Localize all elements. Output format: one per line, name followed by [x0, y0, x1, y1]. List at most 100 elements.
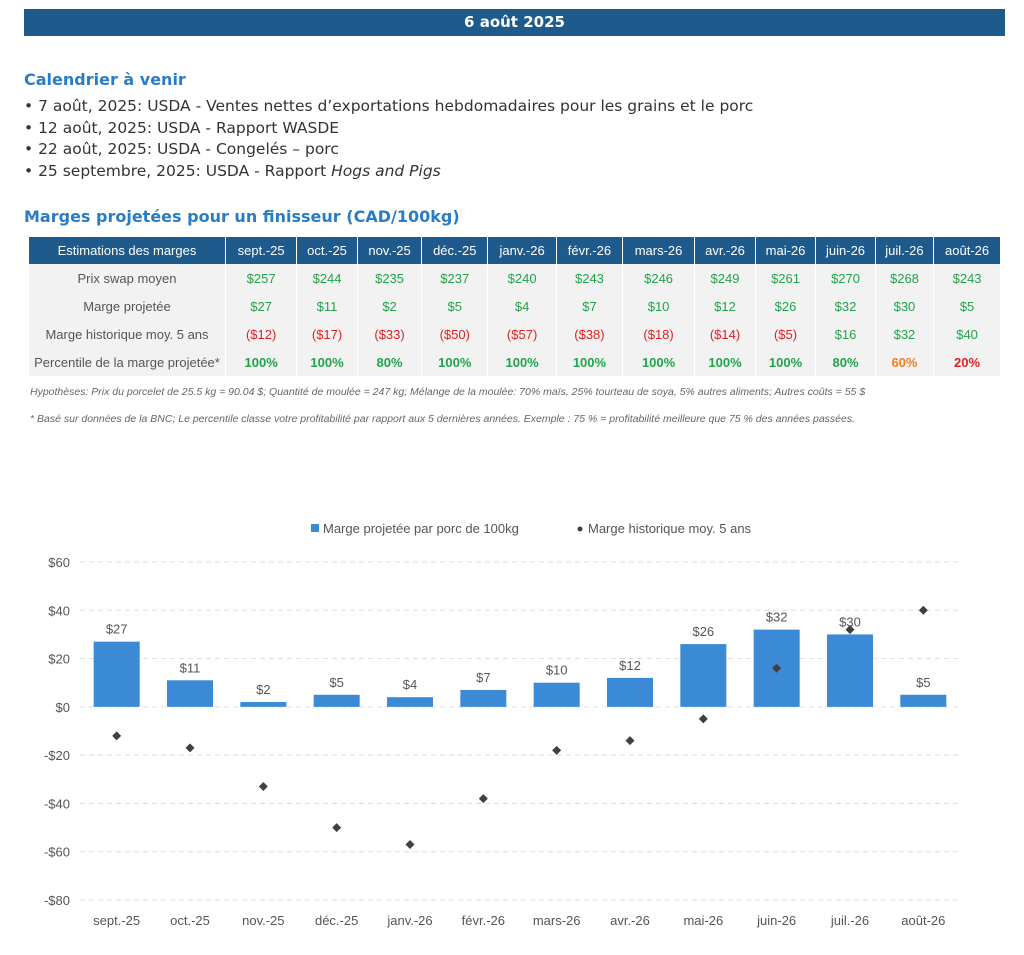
x-tick-label: déc.-25 — [315, 913, 358, 928]
y-tick-label: $40 — [48, 603, 70, 618]
x-tick-label: sept.-25 — [93, 913, 140, 928]
bar — [93, 641, 140, 707]
row-label: Marge projetée — [28, 292, 226, 320]
table-cell: $243 — [556, 264, 623, 292]
table-cell: 100% — [296, 348, 358, 376]
x-tick-label: mars-26 — [533, 913, 581, 928]
x-tick-label: août-26 — [901, 913, 945, 928]
table-cell: $257 — [224, 264, 297, 292]
table-cell: $244 — [296, 264, 358, 292]
row-label: Marge historique moy. 5 ans — [28, 320, 226, 348]
y-tick-label: $0 — [56, 700, 70, 715]
bar — [607, 677, 653, 707]
table-header-month: sept.-25 — [224, 237, 297, 264]
table-cell: 100% — [421, 348, 488, 376]
y-tick-label: $20 — [48, 652, 70, 667]
table-cell: $10 — [621, 292, 695, 320]
margin-chart: $60 $40 $20 $0 -$20 -$40 -$60 -$80 $27 $11 $2 $5 $4 $… — [44, 521, 960, 928]
table-header-month: nov.-25 — [356, 237, 422, 264]
table-cell: $12 — [694, 292, 756, 320]
table-header-month: mars-26 — [621, 237, 695, 264]
table-cell: 100% — [694, 348, 756, 376]
bar-value-label: $5 — [329, 675, 343, 690]
table-header-month: juil.-26 — [874, 237, 934, 264]
x-tick-label: févr.-26 — [462, 913, 505, 928]
table-cell: ($18) — [621, 320, 695, 348]
calendar-title: Calendrier à venir — [24, 70, 186, 89]
historical-point — [332, 823, 342, 833]
bar-value-label: $27 — [106, 622, 128, 637]
table-cell: ($17) — [296, 320, 358, 348]
table-cell: $16 — [815, 320, 876, 348]
table-cell: 80% — [815, 348, 876, 376]
bar-value-label: $5 — [916, 675, 930, 690]
row-label: Prix swap moyen — [28, 264, 226, 292]
x-tick-label: nov.-25 — [242, 913, 284, 928]
table-cell: $2 — [356, 292, 422, 320]
table-header-row: Estimations des marges sept.-25 oct.-25 no… — [28, 237, 1000, 264]
historical-point — [552, 745, 562, 755]
date-header: 6 août 2025 — [24, 9, 1005, 36]
table-cell: 100% — [487, 348, 557, 376]
bar-value-label: $4 — [403, 677, 417, 692]
table-cell: ($12) — [224, 320, 297, 348]
table-cell: $26 — [754, 292, 816, 320]
table-cell: $5 — [421, 292, 488, 320]
table-cell: $5 — [933, 292, 1000, 320]
bar-value-label: $32 — [766, 610, 788, 625]
x-tick-label: janv.-26 — [386, 913, 432, 928]
table-header-month: déc.-25 — [421, 237, 488, 264]
bar — [313, 694, 360, 707]
table-cell: 20% — [933, 348, 1000, 376]
bar — [240, 702, 287, 707]
table-row: Marge historique moy. 5 ans ($12) ($17) ($3… — [28, 320, 1000, 348]
table-cell: ($38) — [556, 320, 623, 348]
bar — [900, 694, 947, 707]
historical-point — [918, 605, 928, 615]
table-cell: $246 — [621, 264, 695, 292]
x-tick-label: juil.-26 — [830, 913, 869, 928]
table-cell: $32 — [874, 320, 934, 348]
table-cell: $11 — [296, 292, 358, 320]
calendar-item: • 25 septembre, 2025: USDA - Rapport Hog… — [24, 161, 441, 180]
bar — [167, 680, 213, 707]
margins-table: Estimations des marges sept.-25 oct.-25 no… — [28, 237, 1000, 376]
historical-point — [698, 714, 708, 724]
margins-title: Marges projetées pour un finisseur (CAD/… — [24, 207, 460, 226]
y-tick-label: $60 — [48, 555, 70, 570]
table-cell: $270 — [815, 264, 876, 292]
historical-point — [772, 663, 782, 673]
bar — [680, 644, 727, 707]
table-header-month: oct.-25 — [296, 237, 358, 264]
table-header-month: août-26 — [933, 237, 1000, 264]
historical-point — [405, 839, 415, 849]
y-tick-label: -$40 — [44, 796, 70, 811]
legend-point-swatch — [577, 526, 583, 532]
calendar-item: • 7 août, 2025: USDA - Ventes nettes d’e… — [24, 97, 754, 115]
table-row: Marge projetée $27 $11 $2 $5 $4 $7 $10 $12 $26 $32… — [28, 292, 1000, 320]
historical-point — [185, 743, 195, 753]
table-cell: $32 — [815, 292, 876, 320]
x-tick-label: mai-26 — [683, 913, 723, 928]
table-cell: $27 — [224, 292, 297, 320]
table-cell: $30 — [874, 292, 934, 320]
table-cell: $240 — [487, 264, 557, 292]
table-cell: ($50) — [421, 320, 488, 348]
table-cell: $249 — [694, 264, 756, 292]
calendar-item: • 22 août, 2025: USDA - Congelés – porc — [24, 140, 339, 158]
hypotheses-note: Hypothèses: Prix du porcelet de 25.5 kg … — [30, 386, 866, 398]
table-cell: 100% — [754, 348, 816, 376]
table-cell: 100% — [556, 348, 623, 376]
historical-point — [478, 794, 488, 804]
table-cell: ($57) — [487, 320, 557, 348]
table-cell: 60% — [874, 348, 934, 376]
bar-value-label: $12 — [619, 658, 641, 673]
bar-value-label: $30 — [839, 614, 861, 629]
historical-point — [112, 731, 122, 741]
bar — [387, 697, 433, 707]
y-tick-label: -$80 — [44, 893, 70, 908]
bar-value-label: $11 — [180, 660, 201, 675]
table-header-month: juin-26 — [815, 237, 876, 264]
bar-value-label: $26 — [692, 624, 714, 639]
table-cell: 100% — [621, 348, 695, 376]
